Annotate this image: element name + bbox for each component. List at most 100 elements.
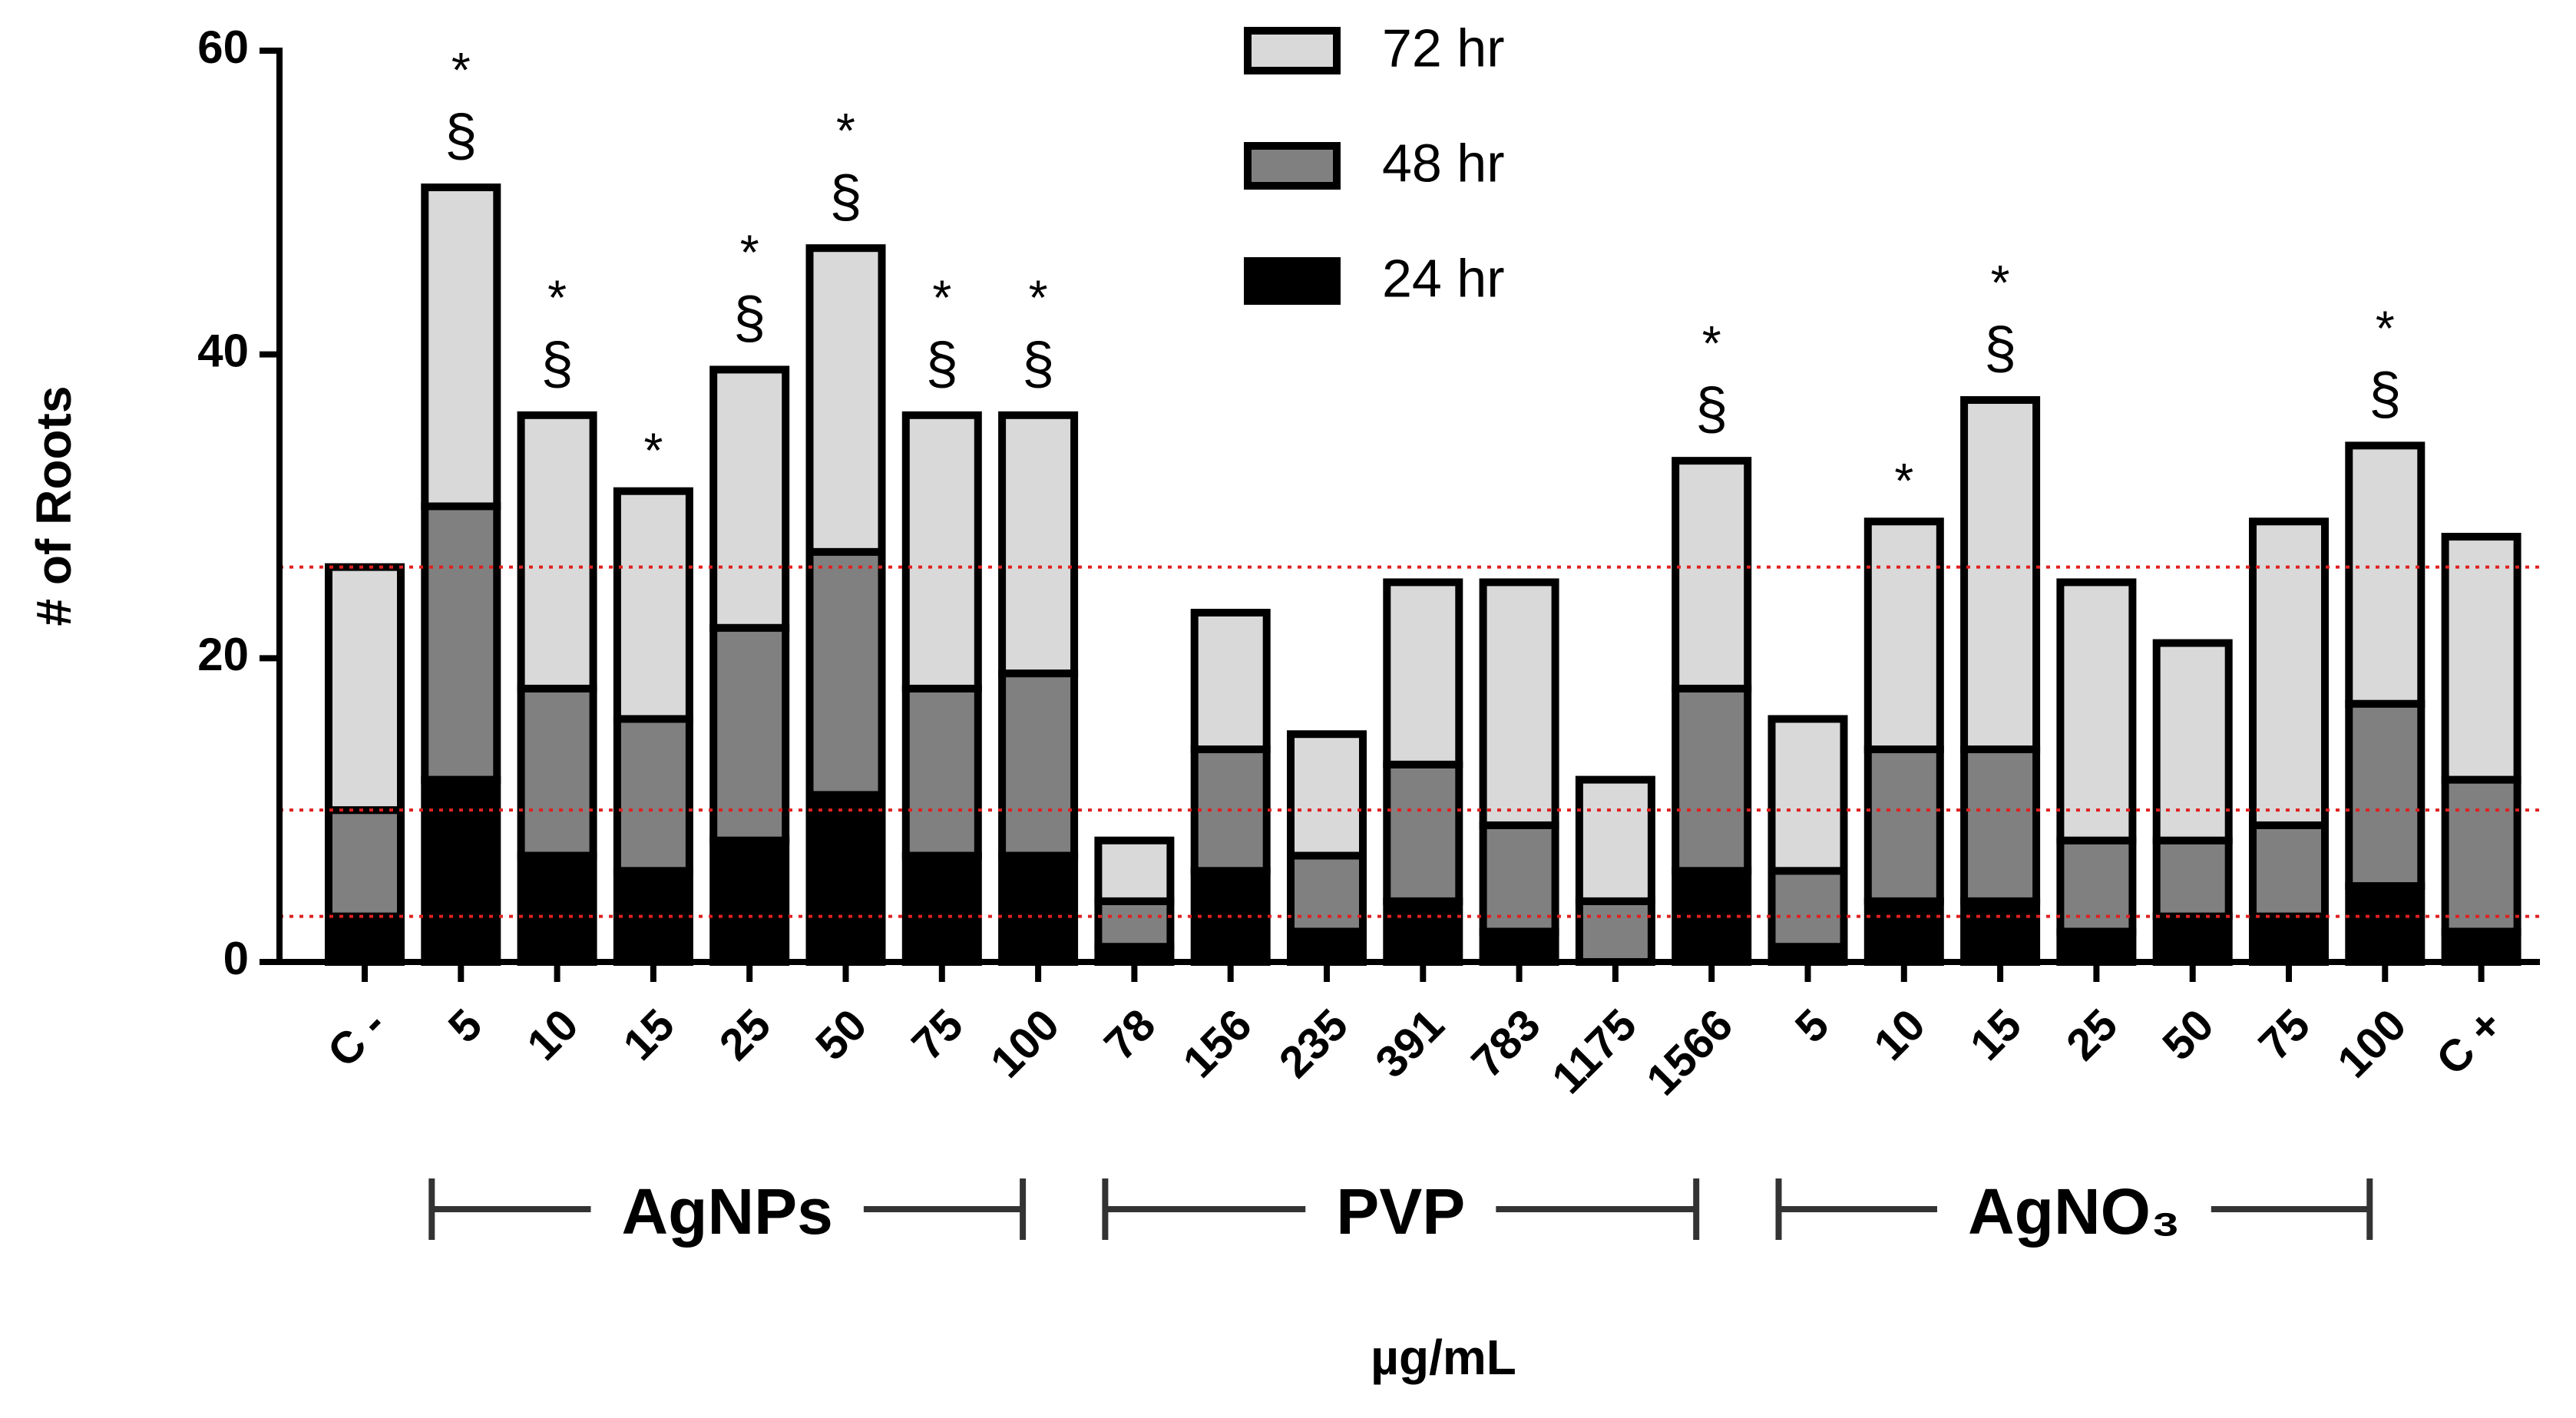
bar-segment [1383, 578, 1463, 768]
bar-segment [1863, 517, 1944, 754]
x-tick-label: C + [2427, 1000, 2512, 1085]
x-tick-label: 25 [710, 1000, 781, 1070]
bar-segment [709, 365, 790, 632]
bar-segment [805, 791, 886, 966]
legend-swatch [1244, 27, 1341, 74]
x-tick-label: 15 [613, 1000, 684, 1070]
x-tick-label: 156 [1173, 1000, 1261, 1087]
bar-segment [1863, 897, 1944, 967]
bar-segment [325, 806, 405, 921]
x-tick-label: 25 [2057, 1000, 2128, 1070]
x-tick-label: 5 [439, 1000, 492, 1053]
bar-segment [2441, 775, 2521, 936]
bar-segment [517, 851, 597, 967]
bar-segment [517, 684, 597, 860]
significance-marker: § [926, 331, 958, 396]
bar-segment [325, 912, 405, 967]
significance-marker: * [1894, 453, 1913, 508]
bar-segment [1383, 897, 1463, 967]
legend-label: 72 hr [1382, 18, 1505, 78]
bar-segment [2152, 836, 2233, 921]
significance-marker: * [1702, 316, 1721, 371]
bar-segment [805, 244, 886, 556]
bar-segment [613, 487, 693, 723]
bar-segment [998, 411, 1079, 678]
significance-marker: § [2369, 361, 2401, 426]
significance-marker: * [740, 224, 759, 279]
significance-marker: * [643, 423, 663, 478]
bar-segment [901, 411, 982, 692]
bar-segment [2345, 699, 2426, 891]
legend-label: 48 hr [1382, 133, 1505, 193]
x-tick-label: 100 [2328, 1000, 2416, 1087]
significance-marker: § [1695, 376, 1728, 441]
x-tick-label: 391 [1366, 1000, 1453, 1087]
group-label: AgNO₃ [1968, 1175, 2181, 1248]
bar-segment [2152, 912, 2233, 967]
bar-segment [1479, 821, 1559, 936]
bar-segment [901, 684, 982, 860]
x-tick-label: 10 [518, 1000, 588, 1070]
x-tick-label: 78 [1095, 1000, 1166, 1070]
bar-segment [1094, 836, 1175, 905]
significance-marker: * [932, 270, 951, 326]
significance-marker: * [836, 103, 855, 158]
legend-swatch [1244, 257, 1341, 305]
bar-segment [998, 669, 1079, 860]
bar-segment [1767, 867, 1848, 951]
bar-segment [1767, 715, 1848, 875]
significance-marker: § [1022, 331, 1054, 396]
bar-segment [1287, 927, 1367, 967]
x-tick-label: 235 [1270, 1000, 1357, 1087]
bar-segment [805, 547, 886, 799]
bar-segment [613, 715, 693, 875]
bar-segment [1672, 684, 1752, 875]
bar-segment [1863, 745, 1944, 905]
x-tick-label: 50 [2153, 1000, 2224, 1070]
bar-segment [1960, 745, 2041, 905]
significance-marker: * [1991, 255, 2010, 310]
x-tick-label: 50 [806, 1000, 877, 1070]
y-tick-label: 60 [197, 21, 249, 73]
y-tick-label: 0 [223, 933, 249, 984]
bar-segment [2056, 927, 2137, 967]
x-axis-label: µg/mL [1371, 1330, 1516, 1385]
bar-segment [709, 836, 790, 966]
significance-marker: § [1984, 316, 2016, 381]
bar-segment [1287, 851, 1367, 936]
bar-segment [421, 775, 501, 966]
bar-segment [901, 851, 982, 967]
x-tick-label: 75 [902, 1000, 973, 1070]
legend-label: 24 hr [1382, 248, 1505, 308]
bar-segment [1960, 897, 2041, 967]
y-tick-label: 20 [197, 629, 249, 680]
bar-segment [1094, 897, 1175, 951]
significance-marker: § [733, 286, 766, 351]
x-tick-label: 100 [981, 1000, 1069, 1087]
significance-marker: § [445, 103, 477, 168]
bar-segment [1190, 608, 1271, 754]
bar-segment [2056, 578, 2137, 845]
bar-segment [613, 867, 693, 967]
significance-marker: * [451, 42, 471, 98]
y-tick-label: 40 [197, 326, 249, 377]
bar-segment [1383, 760, 1463, 905]
x-tick-label: C - [318, 1000, 395, 1077]
significance-marker: * [1029, 270, 1048, 326]
bar-segment [1479, 578, 1559, 829]
group-label: PVP [1336, 1175, 1465, 1248]
significance-marker: * [547, 270, 567, 326]
bar-segment [2345, 441, 2426, 708]
y-axis-label: # of Roots [26, 386, 81, 626]
bar-segment [709, 623, 790, 845]
bar-segment [1575, 775, 1655, 905]
x-tick-label: 10 [1864, 1000, 1935, 1070]
bar-segment [517, 411, 597, 692]
bar-segment [1287, 730, 1367, 860]
x-tick-label: 1175 [1543, 1000, 1646, 1103]
bar-segment [1960, 396, 2041, 754]
bar-segment [2441, 533, 2521, 784]
bar-segment [2249, 821, 2329, 921]
bar-segment [2152, 639, 2233, 845]
x-tick-label: 15 [1961, 1000, 2032, 1070]
